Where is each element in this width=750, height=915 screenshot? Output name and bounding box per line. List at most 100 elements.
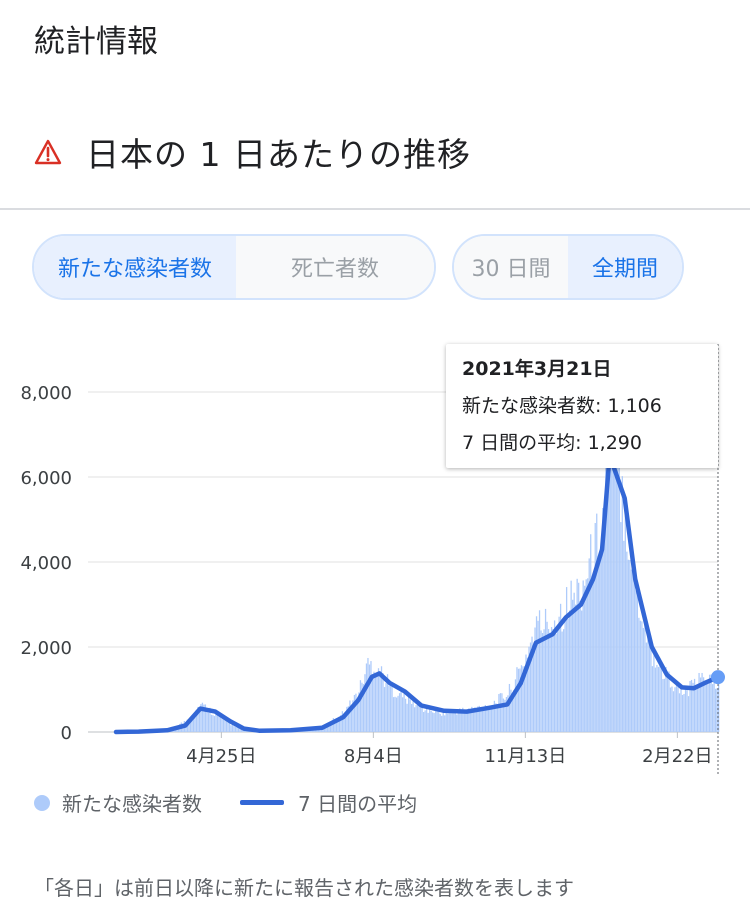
daily-bar — [541, 632, 544, 732]
section-title-row: 日本の 1 日あたりの推移 — [34, 128, 471, 176]
daily-bar — [702, 677, 705, 732]
legend-cases-label: 新たな感染者数 — [62, 792, 202, 816]
daily-bar — [627, 559, 629, 732]
daily-bar — [606, 470, 608, 732]
daily-bar — [644, 623, 646, 732]
daily-bar — [221, 717, 223, 732]
daily-bar — [420, 707, 422, 732]
daily-bar — [617, 425, 619, 732]
daily-bar — [666, 676, 669, 732]
daily-bar — [450, 710, 452, 732]
daily-bar — [228, 723, 231, 732]
daily-bar — [233, 726, 235, 732]
daily-bar — [585, 579, 587, 732]
daily-bar — [582, 580, 584, 732]
daily-bar — [379, 673, 381, 732]
daily-bar — [707, 684, 709, 732]
daily-bar — [657, 666, 660, 732]
daily-bar — [543, 629, 545, 732]
daily-bar — [629, 560, 631, 732]
avg-line — [113, 453, 721, 735]
daily-bar — [609, 382, 611, 732]
daily-bar — [686, 690, 688, 732]
daily-bar — [701, 672, 703, 732]
daily-bar — [477, 706, 479, 732]
daily-bar — [338, 716, 341, 732]
daily-bar — [240, 728, 243, 732]
daily-bar — [499, 693, 502, 732]
daily-bar — [677, 686, 679, 732]
daily-bar — [430, 710, 432, 732]
daily-bar — [593, 576, 595, 732]
daily-bar — [528, 646, 530, 732]
daily-bar — [432, 712, 434, 732]
period-option-30-days[interactable]: 30 日間 — [454, 236, 568, 298]
period-option-all-time[interactable]: 全期間 — [568, 236, 682, 298]
daily-bar — [429, 706, 431, 732]
daily-bar — [483, 708, 485, 732]
daily-bar — [418, 703, 420, 732]
daily-bar — [650, 647, 652, 732]
daily-bar — [404, 698, 407, 732]
daily-bar — [564, 615, 566, 732]
daily-bar — [573, 592, 575, 732]
daily-bar — [447, 713, 449, 732]
daily-bar — [681, 694, 684, 732]
daily-bar — [695, 689, 697, 732]
metric-option-new-cases[interactable]: 新たな感染者数 — [34, 236, 236, 298]
daily-bar — [534, 627, 536, 732]
daily-bar — [636, 595, 639, 732]
daily-bar — [367, 657, 369, 732]
daily-bar — [505, 697, 508, 732]
daily-bar — [602, 507, 604, 732]
cases-chart[interactable]: 8,000 6,000 4,000 2,000 0 4月25日 8月4日 11月13日 2月22… — [0, 330, 750, 780]
daily-bar — [492, 706, 494, 732]
daily-bar — [389, 684, 392, 732]
daily-bar — [334, 719, 336, 732]
daily-bar — [653, 651, 655, 732]
daily-bar — [207, 712, 210, 732]
daily-bar — [371, 677, 374, 732]
daily-bar — [559, 603, 562, 732]
daily-bar — [456, 714, 458, 732]
daily-bar — [638, 617, 640, 732]
metric-option-deaths[interactable]: 死亡者数 — [236, 236, 434, 298]
daily-bar — [329, 722, 331, 732]
daily-bar — [406, 703, 408, 732]
daily-bar — [374, 675, 377, 732]
daily-bar — [532, 645, 535, 732]
daily-bar — [231, 724, 234, 732]
daily-bar — [463, 710, 465, 732]
daily-bar — [674, 687, 676, 732]
daily-bar — [203, 704, 205, 732]
daily-bar — [391, 683, 393, 732]
daily-bar — [377, 668, 380, 732]
y-tick-label: 6,000 — [20, 468, 72, 489]
daily-bar — [356, 699, 359, 732]
daily-bar — [230, 725, 232, 732]
daily-bar — [660, 668, 663, 732]
daily-bar — [572, 599, 574, 732]
daily-bar — [489, 706, 491, 732]
daily-bar — [558, 616, 560, 732]
daily-bar — [690, 679, 693, 732]
daily-bar — [364, 674, 366, 732]
daily-bar — [340, 714, 342, 732]
daily-bar — [444, 715, 446, 732]
daily-bar — [648, 639, 651, 732]
hover-point — [711, 670, 725, 685]
daily-bar — [645, 642, 648, 732]
daily-bar — [693, 678, 696, 732]
daily-bar — [337, 719, 339, 732]
daily-bar — [344, 713, 347, 732]
daily-bar — [484, 705, 486, 732]
daily-bar — [347, 706, 350, 732]
daily-bar — [495, 703, 497, 732]
chart-legend: 新たな感染者数 7 日間の平均 — [34, 788, 417, 817]
daily-bar — [529, 642, 532, 732]
daily-bar — [620, 522, 622, 732]
daily-bar — [403, 692, 405, 732]
daily-bar — [412, 699, 414, 732]
chart-tooltip: 2021年3月21日 新たな感染者数: 1,106 7 日間の平均: 1,290 — [446, 344, 718, 468]
period-toggle: 30 日間 全期間 — [452, 234, 684, 300]
